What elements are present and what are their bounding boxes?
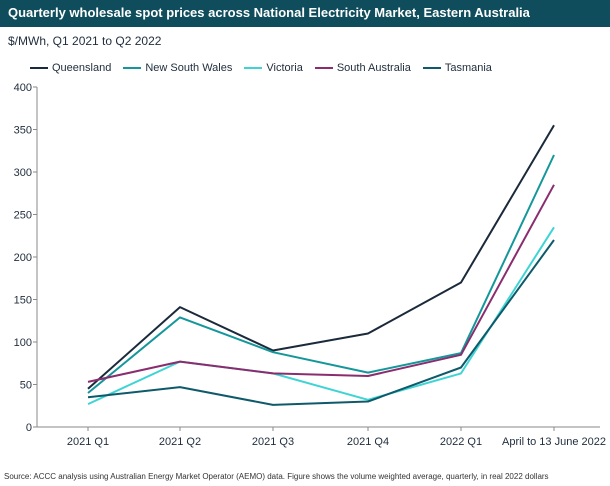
y-tick-label: 300 <box>14 167 32 179</box>
series-line-victoria <box>87 226 555 406</box>
chart-subtitle: $/MWh, Q1 2021 to Q2 2022 <box>8 34 162 48</box>
legend-swatch <box>314 67 333 69</box>
x-tick-label: 2021 Q1 <box>67 436 109 448</box>
legend-swatch <box>244 67 263 69</box>
chart-title: Quarterly wholesale spot prices across N… <box>8 5 530 20</box>
legend-label: Queensland <box>52 62 112 74</box>
y-tick-label: 200 <box>14 252 32 264</box>
legend-label: Tasmania <box>444 62 492 74</box>
legend-swatch <box>30 67 48 69</box>
series-line-tasmania <box>87 239 555 406</box>
legend-label: South Australia <box>336 62 411 74</box>
x-tick-label: 2022 Q1 <box>440 436 482 448</box>
y-tick-label: 250 <box>14 210 32 222</box>
y-tick-label: 350 <box>14 125 32 137</box>
legend-item-victoria: Victoria <box>244 62 303 74</box>
legend-swatch <box>422 67 441 69</box>
legend-item-queensland: Queensland <box>30 62 111 74</box>
y-tick-label: 50 <box>20 380 32 392</box>
legend-item-new-south-wales: New South Wales <box>123 62 232 74</box>
legend-label: New South Wales <box>145 62 233 74</box>
x-tick-label: 2021 Q4 <box>347 436 389 448</box>
y-tick-label: 100 <box>14 337 32 349</box>
source-note: Source: ACCC analysis using Australian E… <box>4 472 549 481</box>
legend: Queensland New South Wales Victoria South A… <box>30 60 504 76</box>
series-line-south-australia <box>87 184 555 383</box>
y-tick-label: 150 <box>14 295 32 307</box>
series-line-queensland <box>87 124 555 390</box>
legend-swatch <box>123 67 142 69</box>
y-tick-label: 400 <box>14 82 32 94</box>
series-line-new-south-wales <box>87 154 555 394</box>
x-tick-label: April to 13 June 2022 <box>502 436 606 448</box>
legend-item-tasmania: Tasmania <box>422 62 492 74</box>
x-tick-label: 2021 Q2 <box>159 436 201 448</box>
legend-item-south-australia: South Australia <box>314 62 411 74</box>
title-bar: Quarterly wholesale spot prices across N… <box>0 0 610 27</box>
y-tick-label: 0 <box>26 422 32 434</box>
x-tick-label: 2021 Q3 <box>252 436 294 448</box>
legend-label: Victoria <box>266 62 303 74</box>
